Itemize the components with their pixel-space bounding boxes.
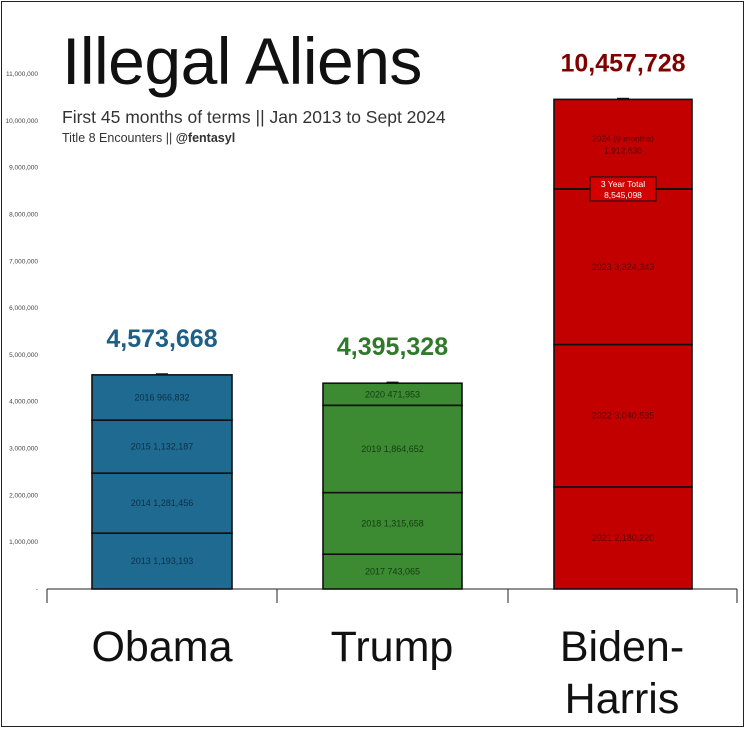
segment-label: 2013 1,193,193 xyxy=(131,556,194,566)
category-label-obama: Obama xyxy=(91,623,233,671)
y-tick-label: 11,000,000 xyxy=(6,71,38,78)
y-tick-label: 5,000,000 xyxy=(9,352,38,359)
bar-segment-trump xyxy=(322,553,463,590)
segment-label: 2024 (9 months) xyxy=(592,133,654,143)
segment-label: 2021 2,180,220 xyxy=(592,533,655,543)
chart-subtitle: First 45 months of terms || Jan 2013 to … xyxy=(62,107,446,127)
bar-total-label: 10,457,728 xyxy=(560,49,685,77)
three-year-total-label: 3 Year Total xyxy=(601,179,645,189)
segment-label: 2015 1,132,187 xyxy=(131,442,194,452)
category-label-trump: Trump xyxy=(330,623,454,671)
three-year-total-box xyxy=(589,176,657,202)
y-tick-label: 10,000,000 xyxy=(5,118,38,125)
segment-label: 2018 1,315,658 xyxy=(361,518,424,528)
source-handle: @fentasyl xyxy=(175,131,236,145)
y-tick-label: 1,000,000 xyxy=(9,539,38,546)
segment-label: 2019 1,864,652 xyxy=(361,444,424,454)
bar-segment-obama xyxy=(91,374,233,421)
segment-label: 2022 3,040,535 xyxy=(592,411,655,421)
y-tick-label: 7,000,000 xyxy=(9,258,38,265)
y-tick-label: 4,000,000 xyxy=(9,399,38,406)
segment-label: 2023 3,324,343 xyxy=(592,262,655,272)
bar-segment-trump xyxy=(322,382,463,407)
bar-total-label: 4,573,668 xyxy=(106,325,217,353)
bar-segment-obama xyxy=(91,419,233,474)
bar-segment-biden-harris xyxy=(553,188,693,346)
category-label-harris: Harris xyxy=(564,675,680,723)
segment-label: 2017 743,065 xyxy=(365,567,420,577)
category-label-biden: Biden- xyxy=(559,623,685,671)
bar-segment-biden-harris xyxy=(553,343,693,488)
bar-segment-biden-harris xyxy=(553,98,693,190)
y-tick-label: - xyxy=(36,586,38,593)
three-year-total-value: 8,545,098 xyxy=(604,190,642,200)
chart-source: Title 8 Encounters || @fentasyl xyxy=(62,131,235,145)
bar-segment-trump xyxy=(322,491,463,556)
segment-label: 2016 966,832 xyxy=(134,393,189,403)
bar-segment-biden-harris xyxy=(553,486,693,590)
bar-segment-obama xyxy=(91,532,233,590)
y-tick-label: 8,000,000 xyxy=(9,211,38,218)
segment-label: 2020 471,953 xyxy=(365,389,420,399)
segment-label: 2014 1,281,456 xyxy=(131,498,194,508)
y-tick-label: 9,000,000 xyxy=(9,165,38,172)
bar-segment-trump xyxy=(322,404,463,494)
bar-total-label: 4,395,328 xyxy=(337,333,448,361)
y-tick-label: 6,000,000 xyxy=(9,305,38,312)
chart-title: Illegal Aliens xyxy=(62,24,422,98)
y-tick-label: 3,000,000 xyxy=(9,446,38,453)
segment-label: 1,912,630 xyxy=(604,145,642,155)
y-tick-label: 2,000,000 xyxy=(9,492,38,499)
source-prefix: Title 8 Encounters || xyxy=(62,131,176,145)
